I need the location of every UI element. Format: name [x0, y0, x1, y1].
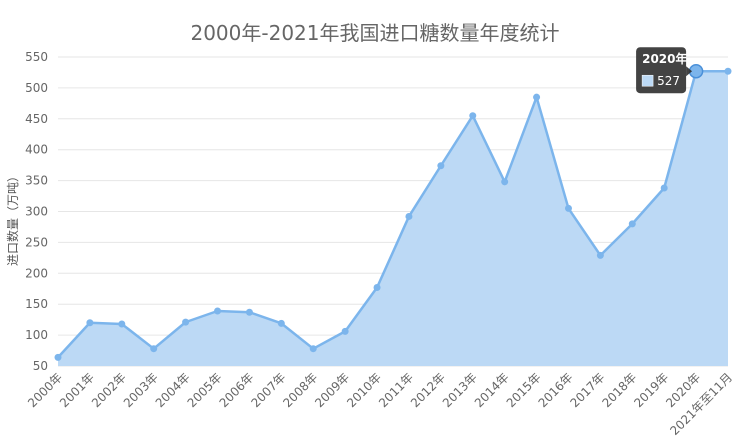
data-point[interactable] — [245, 308, 253, 316]
x-tick-label: 2007年 — [248, 370, 288, 410]
data-point[interactable] — [54, 353, 62, 361]
series-line — [57, 69, 728, 359]
tooltip-swatch — [641, 74, 654, 87]
data-point[interactable] — [501, 178, 509, 186]
data-point[interactable] — [182, 318, 190, 326]
data-point[interactable] — [660, 184, 668, 192]
x-tick-label: 2013年 — [440, 370, 480, 410]
y-tick-label: 500 — [25, 81, 48, 95]
data-point[interactable] — [118, 320, 126, 328]
y-axis-ticks: 50 100 150 200 250 300 350 400 450 500 550 — [25, 50, 48, 373]
x-tick-label: 2004年 — [153, 370, 193, 410]
x-tick-label: 2000年 — [25, 370, 65, 410]
tooltip-value: 527 — [657, 74, 680, 88]
x-axis-ticks: 2000年2001年2002年2003年2004年2005年2006年2007年… — [25, 370, 735, 438]
data-point[interactable] — [533, 93, 541, 101]
x-tick-label: 2019年 — [631, 370, 671, 410]
x-tick-label: 2012年 — [408, 370, 448, 410]
x-tick-label: 2005年 — [185, 370, 225, 410]
chart-title: 2000年-2021年我国进口糖数量年度统计 — [190, 21, 559, 45]
data-point[interactable] — [724, 67, 732, 75]
y-tick-label: 450 — [25, 112, 48, 126]
tooltip-title: 2020年 — [642, 51, 687, 66]
data-point[interactable] — [628, 220, 636, 228]
data-point[interactable] — [86, 319, 94, 327]
y-tick-label: 300 — [25, 205, 48, 219]
data-point[interactable] — [277, 319, 285, 327]
data-point[interactable] — [341, 327, 349, 335]
data-points[interactable] — [54, 63, 732, 361]
x-tick-label: 2011年 — [376, 370, 416, 410]
y-tick-label: 100 — [25, 328, 48, 342]
x-tick-label: 2016年 — [536, 370, 576, 410]
y-tick-label: 350 — [25, 174, 48, 188]
data-point[interactable] — [373, 284, 381, 292]
y-tick-label: 550 — [25, 50, 48, 64]
data-point[interactable] — [564, 204, 572, 212]
x-tick-label: 2018年 — [599, 370, 639, 410]
y-tick-label: 50 — [33, 359, 48, 373]
x-tick-label: 2009年 — [312, 370, 352, 410]
y-axis-label: 进口数量（万吨） — [5, 170, 20, 266]
data-point[interactable] — [214, 307, 222, 315]
x-tick-label: 2010年 — [344, 370, 384, 410]
x-tick-label: 2006年 — [217, 370, 257, 410]
y-tick-label: 400 — [25, 143, 48, 157]
data-point[interactable] — [437, 162, 445, 170]
area-series — [57, 69, 728, 367]
x-tick-label: 2002年 — [89, 370, 129, 410]
data-point[interactable] — [150, 345, 158, 353]
x-tick-label: 2001年 — [57, 370, 97, 410]
data-point[interactable] — [469, 112, 477, 120]
y-tick-label: 250 — [25, 235, 48, 249]
area-fill — [58, 71, 728, 367]
data-point[interactable] — [596, 251, 604, 259]
y-tick-label: 150 — [25, 297, 48, 311]
x-tick-label: 2014年 — [472, 370, 512, 410]
x-tick-label: 2015年 — [504, 370, 544, 410]
data-point[interactable] — [405, 212, 413, 220]
tooltip: 2020年 527 — [636, 47, 693, 94]
data-point[interactable] — [309, 345, 317, 353]
x-tick-label: 2008年 — [280, 370, 320, 410]
x-tick-label: 2017年 — [568, 370, 608, 410]
tooltip-arrow — [686, 66, 693, 77]
y-tick-label: 200 — [25, 266, 48, 280]
x-tick-label: 2003年 — [121, 370, 161, 410]
